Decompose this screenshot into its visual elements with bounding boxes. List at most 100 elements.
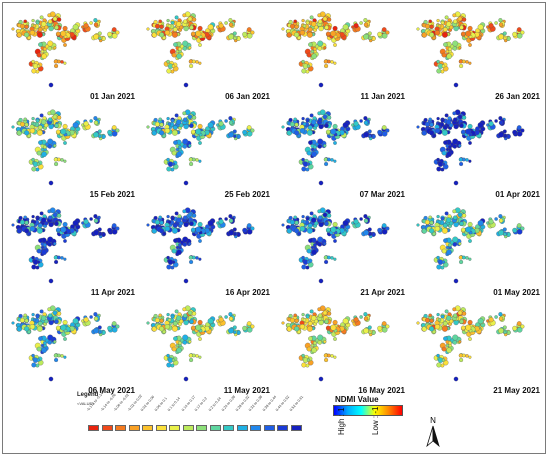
waterbody-point: [83, 23, 89, 29]
waterbody-point: [41, 249, 47, 256]
waterbody-point: [428, 117, 432, 122]
legend-swatch: [128, 425, 140, 431]
waterbody-point: [434, 30, 441, 36]
waterbody-points-map: [281, 109, 390, 186]
waterbody-point: [47, 209, 52, 214]
waterbody-point: [385, 226, 390, 231]
waterbody-point: [459, 25, 464, 30]
waterbody-point: [498, 131, 504, 138]
waterbody-point: [457, 114, 463, 120]
waterbody-point: [445, 49, 450, 54]
waterbody-point: [39, 113, 44, 118]
waterbody-point: [452, 144, 458, 149]
waterbody-point: [460, 31, 466, 37]
waterbody-point: [195, 60, 199, 64]
waterbody-point: [224, 119, 228, 123]
waterbody-point: [307, 223, 313, 228]
waterbody-point: [166, 214, 170, 219]
north-label: N: [430, 416, 436, 425]
waterbody-point: [159, 32, 165, 38]
waterbody-point: [458, 340, 462, 344]
panel-date-label: 26 Jan 2021: [495, 92, 540, 101]
waterbody-point: [448, 243, 452, 247]
waterbody-point: [98, 330, 102, 334]
waterbody-point: [41, 347, 47, 354]
waterbody-point: [188, 46, 192, 50]
waterbody-point: [171, 64, 176, 68]
waterbody-point: [188, 144, 192, 148]
waterbody-point: [436, 255, 440, 260]
waterbody-point: [324, 161, 329, 167]
waterbody-point: [309, 309, 314, 314]
waterbody-point: [448, 145, 452, 149]
waterbody-point: [54, 259, 59, 265]
waterbody-point: [326, 255, 331, 260]
waterbody-point: [54, 123, 59, 128]
waterbody-point: [197, 25, 203, 31]
waterbody-point: [429, 122, 434, 127]
waterbody-point: [445, 343, 450, 348]
waterbody-point: [31, 68, 37, 74]
waterbody-point: [330, 354, 334, 358]
waterbody-point: [176, 315, 182, 321]
waterbody-point: [498, 120, 504, 125]
waterbody-point: [191, 115, 197, 120]
waterbody-point: [162, 35, 167, 40]
waterbody-point: [318, 319, 324, 326]
waterbody-point: [446, 249, 452, 256]
waterbody-point: [440, 216, 445, 221]
waterbody-point: [171, 31, 178, 38]
waterbody-point: [437, 24, 442, 28]
waterbody-point: [93, 327, 99, 334]
waterbody-point: [498, 18, 503, 23]
waterbody-point: [363, 312, 368, 317]
waterbody-point: [307, 27, 313, 32]
waterbody-point: [363, 229, 369, 236]
waterbody-point: [23, 215, 27, 220]
waterbody-point: [317, 307, 322, 312]
ndmi-map-panel: 11 Jan 2021: [275, 7, 409, 103]
waterbody-point: [183, 25, 189, 32]
waterbody-point: [198, 355, 202, 359]
waterbody-point: [297, 231, 302, 236]
waterbody-point: [436, 59, 440, 64]
ndmi-map-panel: 07 Mar 2021: [275, 105, 409, 201]
waterbody-point: [182, 307, 187, 312]
waterbody-point: [166, 18, 170, 23]
legend-swatch: [196, 425, 207, 431]
waterbody-point: [93, 229, 99, 236]
waterbody-point: [48, 123, 54, 130]
waterbody-point: [187, 16, 193, 22]
waterbody-point: [318, 313, 323, 318]
waterbody-point: [190, 31, 196, 37]
waterbody-point: [381, 131, 388, 137]
waterbody-point: [182, 340, 188, 345]
waterbody-point: [166, 166, 172, 172]
waterbody-point: [377, 325, 383, 331]
waterbody-point: [333, 239, 337, 243]
waterbody-point: [97, 227, 102, 232]
ndmi-title: NDMI Value: [335, 395, 379, 404]
waterbody-point: [171, 162, 176, 166]
waterbody-point: [158, 215, 162, 220]
waterbody-point: [460, 227, 466, 233]
waterbody-point: [452, 13, 457, 18]
waterbody-point: [43, 341, 47, 345]
waterbody-point: [97, 325, 102, 330]
waterbody-point: [465, 60, 469, 64]
waterbody-point: [224, 217, 228, 221]
waterbody-point: [36, 260, 41, 264]
waterbody-point: [424, 121, 430, 127]
waterbody-point: [311, 347, 317, 354]
waterbody-point: [89, 315, 93, 319]
ndmi-map-panel: 01 Apr 2021: [410, 105, 544, 201]
waterbody-point: [48, 376, 54, 382]
waterbody-point: [187, 212, 193, 218]
waterbody-point: [191, 311, 197, 316]
waterbody-point: [453, 221, 459, 228]
waterbody-point: [159, 326, 165, 332]
waterbody-point: [41, 315, 47, 321]
ndmi-map-panel: 01 May 2021: [410, 203, 544, 299]
waterbody-point: [436, 68, 442, 74]
waterbody-point: [294, 122, 299, 127]
